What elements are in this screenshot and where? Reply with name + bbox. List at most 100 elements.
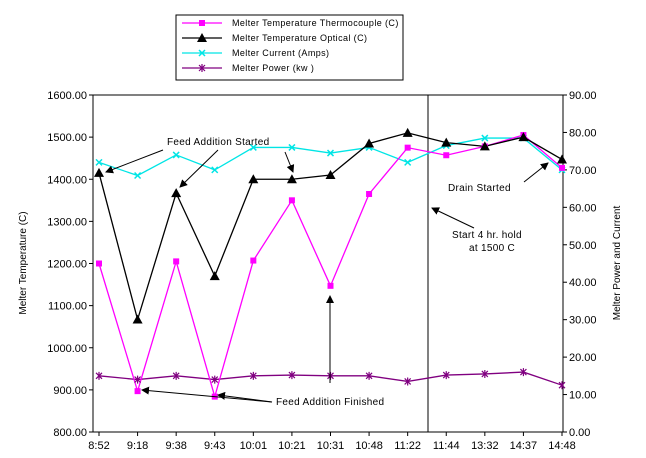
point-melter-power-kw: [249, 371, 257, 380]
point-melter-temperature-optical-c: [441, 137, 452, 147]
legend-marker-melter-temperature-thermocouple-c: [199, 20, 205, 26]
left-tick-label: 1400.00: [47, 174, 87, 186]
annotation-feed-finished: Feed Addition Finished: [276, 397, 384, 408]
arrow-feed-finished-2: [217, 391, 273, 403]
point-melter-temperature-optical-c: [402, 127, 413, 137]
point-melter-temperature-optical-c: [248, 174, 259, 184]
point-melter-temperature-optical-c: [518, 132, 529, 142]
point-melter-current-amps: [404, 158, 412, 166]
right-tick-label: 70.00: [569, 165, 597, 177]
y-axis-title: Melter Temperature (C): [18, 211, 29, 314]
right-tick-label: 20.00: [569, 352, 597, 364]
arrow-feed-started-3: [284, 151, 295, 173]
x-tick-label: 9:38: [165, 440, 186, 452]
x-tick-label: 10:48: [355, 440, 383, 452]
legend-marker-melter-current-amps: [198, 49, 206, 57]
x-tick-label: 10:01: [240, 440, 268, 452]
point-melter-power-kw: [134, 375, 142, 384]
point-melter-temperature-thermocouple-c: [96, 260, 102, 267]
annotation-feed-started: Feed Addition Started: [167, 137, 269, 148]
right-tick-label: 50.00: [569, 240, 597, 252]
left-tick-label: 1300.00: [47, 216, 87, 228]
legend: Melter Temperature Thermocouple (C) Melte…: [175, 14, 404, 81]
point-melter-power-kw: [519, 368, 527, 377]
left-tick-label: 1000.00: [47, 343, 87, 355]
point-melter-power-kw: [95, 371, 103, 380]
point-melter-temperature-thermocouple-c: [327, 282, 334, 289]
left-tick-label: 1500.00: [47, 132, 87, 144]
right-tick-label: 10.00: [569, 390, 597, 402]
arrow-feed-started-2: [179, 149, 219, 188]
point-melter-current-amps: [249, 143, 257, 151]
point-melter-temperature-optical-c: [94, 167, 104, 177]
annotation-hold-line1: Start 4 hr. hold: [452, 230, 522, 241]
arrow-hold: [431, 207, 475, 229]
point-melter-current-amps: [134, 171, 142, 180]
point-melter-current-amps: [95, 158, 103, 166]
legend-marker-melter-temperature-optical-c: [197, 33, 207, 42]
point-melter-temperature-optical-c: [479, 141, 490, 151]
legend-label-melter-temperature-thermocouple-c: Melter Temperature Thermocouple (C): [232, 18, 399, 28]
point-melter-power-kw: [404, 377, 412, 386]
annotations: Feed Addition Started Feed Addition Fini…: [105, 137, 549, 408]
arrow-feed-started-1: [105, 149, 164, 174]
point-melter-power-kw: [481, 369, 489, 378]
point-melter-current-amps: [288, 143, 296, 151]
annotation-drain-started: Drain Started: [448, 183, 511, 194]
x-tick-label: 11:44: [433, 440, 460, 452]
x-tick-label: 11:22: [394, 440, 421, 452]
point-melter-current-amps: [326, 149, 335, 157]
point-melter-current-amps: [481, 134, 489, 142]
point-melter-power-kw: [558, 381, 566, 390]
point-melter-temperature-thermocouple-c: [404, 144, 411, 151]
right-tick-label: 60.00: [569, 202, 597, 214]
point-melter-temperature-thermocouple-c: [288, 197, 295, 204]
x-tick-label: 14:48: [548, 440, 576, 452]
point-melter-temperature-thermocouple-c: [366, 190, 373, 197]
left-tick-label: 1200.00: [47, 259, 87, 271]
point-melter-power-kw: [172, 371, 180, 380]
point-melter-temperature-thermocouple-c: [250, 257, 257, 264]
right-tick-label: 90.00: [569, 90, 597, 102]
left-tick-label: 1100.00: [48, 301, 87, 313]
point-melter-power-kw: [365, 371, 373, 380]
legend-label-melter-temperature-optical-c: Melter Temperature Optical (C): [232, 33, 367, 43]
point-melter-current-amps: [211, 166, 219, 174]
legend-label-melter-current-amps: Melter Current (Amps): [232, 48, 329, 58]
point-melter-temperature-optical-c: [557, 154, 567, 164]
right-axis-ticks: 0.00 10.00 20.00 30.00 40.00 50.00 60.00 70.00 8…: [563, 90, 597, 439]
point-melter-power-kw: [288, 371, 296, 380]
right-tick-label: 80.00: [569, 127, 597, 139]
x-tick-label: 13:32: [471, 440, 499, 452]
annotation-hold-line2: at 1500 C: [469, 243, 515, 254]
point-melter-temperature-thermocouple-c: [134, 388, 141, 395]
right-tick-label: 40.00: [569, 277, 597, 289]
arrow-feed-finished-1: [141, 386, 273, 403]
x-axis-ticks: 8:52 9:18 9:38 9:43 10:01 10:21 10:31 10:48 11:2…: [88, 432, 576, 452]
y2-axis-title: Melter Power and Current: [612, 206, 623, 321]
arrow-drain-started: [523, 162, 549, 183]
x-tick-label: 10:31: [317, 440, 345, 452]
point-melter-power-kw: [442, 371, 450, 380]
plot-area: [92, 94, 564, 433]
legend-marker-melter-power-kw: [198, 64, 206, 72]
point-melter-temperature-optical-c: [325, 170, 336, 180]
x-tick-label: 9:18: [127, 440, 148, 452]
right-tick-label: 0.00: [569, 427, 590, 439]
left-axis-ticks: 800.00 900.00 1000.00 1100.00 1200.00 1300.00…: [47, 90, 93, 439]
x-tick-label: 8:52: [88, 440, 109, 452]
point-melter-temperature-thermocouple-c: [443, 152, 450, 159]
point-melter-current-amps: [172, 151, 180, 159]
x-tick-label: 10:21: [278, 440, 306, 452]
point-melter-temperature-optical-c: [132, 314, 143, 324]
point-melter-temperature-thermocouple-c: [559, 164, 565, 171]
series-markers: [94, 127, 567, 400]
point-melter-temperature-optical-c: [286, 174, 297, 184]
left-tick-label: 1600.00: [47, 90, 87, 102]
left-tick-label: 800.00: [53, 427, 87, 439]
point-melter-temperature-thermocouple-c: [173, 258, 180, 265]
right-tick-label: 30.00: [569, 315, 597, 327]
legend-label-melter-power-kw: Melter Power (kw ): [232, 63, 314, 73]
point-melter-temperature-optical-c: [209, 271, 220, 281]
